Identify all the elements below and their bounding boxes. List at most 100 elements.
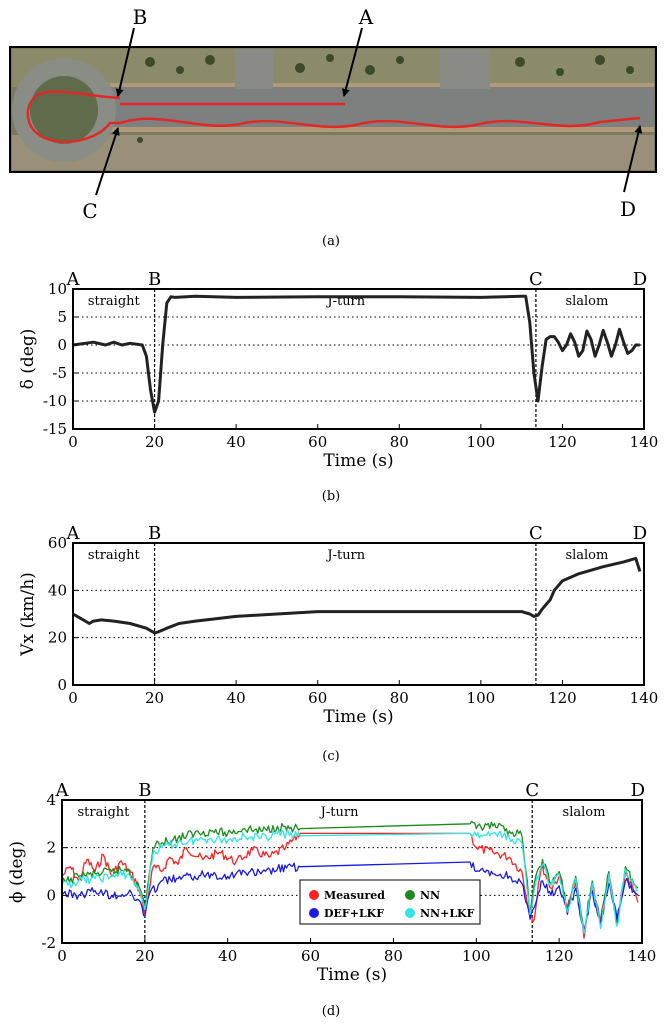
x-tick-label: 20 — [145, 433, 164, 451]
caption-b: (b) — [322, 489, 340, 504]
aerial-view: B A C D — [9, 5, 657, 223]
series-line-- — [72, 294, 640, 414]
phase-label: straight — [77, 805, 130, 820]
aerial-label-a: A — [358, 5, 374, 29]
phase-label: straight — [88, 548, 141, 563]
phase-label: slalom — [563, 805, 606, 820]
x-tick-label: 140 — [630, 689, 659, 707]
legend-swatch — [309, 908, 319, 918]
arrow-d — [623, 125, 643, 193]
x-axis-label: Time (s) — [317, 965, 387, 985]
marker-label-c: C — [529, 269, 543, 290]
marker-label-b: B — [138, 780, 151, 801]
y-tick-label: 20 — [48, 629, 67, 647]
arrow-b — [115, 27, 135, 97]
x-tick-label: 0 — [68, 433, 78, 451]
y-tick-label: 5 — [57, 308, 67, 326]
aerial-label-b: B — [133, 5, 148, 29]
marker-label-a: A — [66, 269, 81, 290]
aerial-label-c: C — [82, 199, 97, 223]
x-tick-label: 60 — [308, 433, 327, 451]
aerial-road-shoulder-bottom — [110, 127, 654, 132]
caption-a: (a) — [322, 234, 340, 249]
x-tick-label: 120 — [548, 433, 577, 451]
y-tick-label: 60 — [48, 534, 67, 552]
x-tick-label: 80 — [390, 689, 409, 707]
aerial-track-slalom — [119, 116, 641, 129]
y-axis-label: δ (deg) — [18, 329, 38, 390]
series-line-nn-lkf — [61, 829, 638, 935]
x-tick-label: 60 — [301, 947, 320, 965]
legend: Measured DEF+LKF NN NN+LKF — [299, 879, 481, 925]
x-tick-label: 100 — [462, 947, 491, 965]
legend-label: Measured — [324, 889, 385, 902]
legend-label: DEF+LKF — [324, 907, 384, 920]
x-tick-label: 80 — [390, 433, 409, 451]
legend-swatch — [309, 890, 319, 900]
x-tick-label: 20 — [145, 689, 164, 707]
marker-label-d: D — [631, 780, 645, 801]
marker-label-d: D — [633, 269, 647, 290]
y-tick-label: 2 — [46, 839, 56, 857]
legend-label: NN — [420, 889, 440, 902]
plot-frame — [61, 799, 643, 944]
aerial-field-bottom — [12, 135, 654, 170]
phase-label: straight — [88, 294, 141, 309]
y-tick-label: -15 — [43, 420, 67, 438]
y-tick-label: -2 — [41, 934, 56, 952]
marker-label-d: D — [633, 523, 647, 544]
aerial-trees — [137, 54, 634, 143]
x-tick-label: 20 — [135, 947, 154, 965]
y-tick-label: 40 — [48, 581, 67, 599]
y-axis-label: ϕ (deg) — [7, 841, 27, 903]
x-tick-label: 0 — [68, 689, 78, 707]
marker-label-a: A — [66, 523, 81, 544]
x-tick-label: 40 — [218, 947, 237, 965]
aerial-side-road-1 — [235, 49, 273, 89]
x-axis-label: Time (s) — [323, 451, 393, 471]
x-tick-label: 100 — [467, 689, 496, 707]
y-tick-label: 0 — [57, 676, 67, 694]
legend-swatch — [405, 890, 415, 900]
x-tick-label: 40 — [227, 689, 246, 707]
y-tick-label: 0 — [46, 886, 56, 904]
aerial-track-roundabout — [26, 90, 121, 143]
phase-label: slalom — [565, 294, 608, 309]
caption-d: (d) — [322, 1004, 340, 1019]
y-tick-label: 4 — [46, 791, 56, 809]
aerial-label-d: D — [620, 197, 636, 221]
arrow-c — [95, 127, 120, 196]
legend-swatch — [405, 908, 415, 918]
plot-frame — [72, 542, 645, 686]
marker-label-b: B — [148, 269, 161, 290]
caption-c: (c) — [322, 749, 339, 764]
aerial-roundabout-island — [30, 76, 98, 144]
marker-label-b: B — [148, 523, 161, 544]
marker-label-c: C — [525, 780, 539, 801]
x-tick-label: 140 — [628, 947, 657, 965]
legend-box — [299, 879, 481, 925]
x-tick-label: 80 — [384, 947, 403, 965]
aerial-side-road-2 — [440, 49, 490, 89]
y-tick-label: -10 — [43, 392, 67, 410]
x-tick-label: 0 — [57, 947, 67, 965]
legend-label: NN+LKF — [420, 907, 475, 920]
phase-label: J-turn — [325, 548, 365, 563]
phase-label: slalom — [565, 548, 608, 563]
x-tick-label: 120 — [548, 689, 577, 707]
marker-label-a: A — [55, 780, 70, 801]
x-axis-label: Time (s) — [323, 707, 393, 727]
y-tick-label: -5 — [52, 364, 67, 382]
phase-label: J-turn — [319, 805, 359, 820]
marker-label-c: C — [529, 523, 543, 544]
x-tick-label: 60 — [308, 689, 327, 707]
series-line-def-lkf — [61, 861, 639, 932]
y-tick-label: 0 — [57, 336, 67, 354]
x-tick-label: 100 — [467, 433, 496, 451]
y-axis-label: Vx (km/h) — [18, 572, 38, 657]
x-tick-label: 120 — [545, 947, 574, 965]
